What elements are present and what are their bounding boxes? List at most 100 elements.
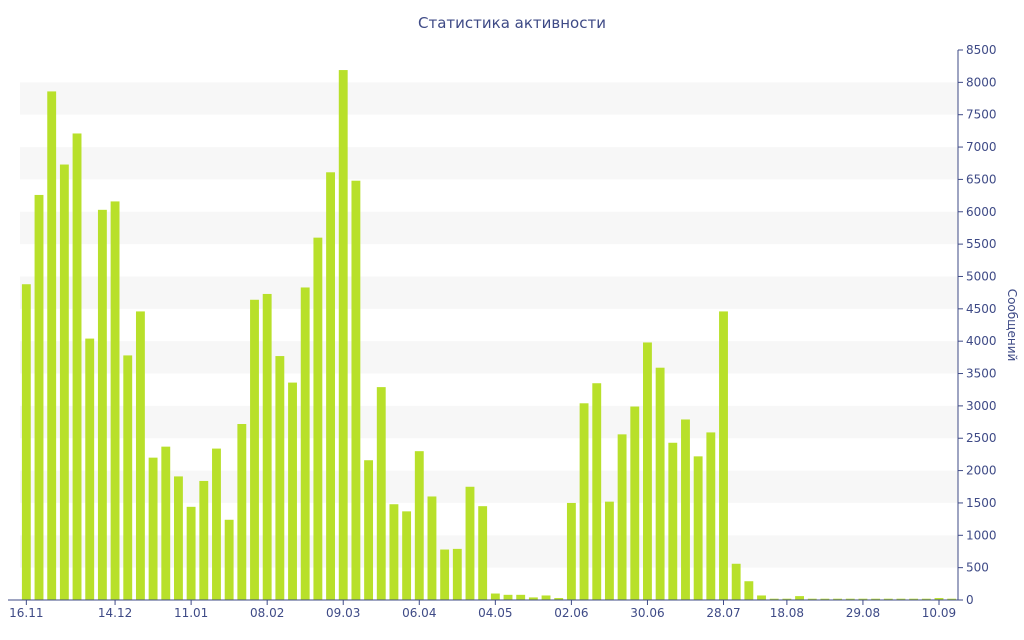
chart-title: Статистика активности	[418, 14, 606, 32]
y-tick-label: 1000	[966, 528, 997, 542]
bar	[59, 164, 69, 600]
bar	[541, 595, 551, 600]
bar	[351, 180, 361, 601]
bar	[516, 594, 526, 600]
grid-band	[20, 535, 958, 568]
bar	[490, 593, 500, 600]
bar	[921, 598, 931, 600]
bar	[250, 299, 259, 600]
y-tick-label: 6000	[966, 205, 997, 219]
grid-band	[20, 405, 958, 439]
y-tick-label: 2000	[966, 464, 997, 478]
y-tick-label: 8500	[966, 43, 997, 57]
bar	[402, 511, 412, 600]
bar	[909, 598, 919, 600]
y-tick-label: 0	[966, 593, 974, 607]
bar	[224, 519, 234, 600]
bar	[85, 338, 95, 600]
bar	[706, 432, 716, 600]
bar	[896, 598, 906, 600]
x-tick-label: 02.06	[554, 606, 588, 620]
bar	[123, 355, 133, 600]
bar	[833, 598, 843, 600]
x-tick-label: 29.08	[846, 606, 880, 620]
grid-band	[20, 276, 958, 309]
bar	[693, 456, 703, 600]
y-tick-label: 4500	[966, 302, 997, 316]
bar	[72, 133, 82, 600]
bar	[782, 598, 792, 600]
bar	[161, 446, 171, 600]
bar	[579, 403, 589, 600]
bar	[934, 598, 944, 600]
y-tick-label: 5000	[966, 269, 997, 283]
bar	[668, 442, 678, 600]
y-tick-label: 2500	[966, 431, 997, 445]
bar	[630, 406, 640, 600]
bar	[845, 598, 855, 600]
x-tick-label: 28.07	[706, 606, 740, 620]
bar	[326, 172, 335, 600]
bar	[719, 311, 728, 600]
bar	[858, 598, 868, 600]
bar	[135, 311, 145, 600]
y-tick-label: 5500	[966, 237, 997, 251]
bar	[440, 549, 450, 600]
bar	[478, 506, 488, 600]
bar	[288, 382, 297, 600]
bar	[566, 502, 576, 600]
bar	[452, 548, 462, 600]
bar	[34, 194, 44, 601]
bar	[97, 209, 107, 600]
bar	[465, 486, 475, 600]
bar	[528, 597, 538, 600]
bar	[769, 598, 779, 600]
x-axis: 16.11 14.12 11.01 08.02 09.03 06.04 04.05 02.06…	[8, 599, 958, 620]
x-tick-label: 08.02	[250, 606, 284, 620]
bar	[376, 387, 386, 600]
bar	[807, 598, 817, 600]
y-tick-label: 7500	[966, 108, 997, 122]
bar	[795, 596, 804, 600]
y-tick-label: 7000	[966, 140, 997, 154]
bar	[655, 367, 665, 600]
grid-bands	[20, 82, 958, 568]
bar	[757, 595, 766, 600]
x-tick-label: 09.03	[326, 606, 360, 620]
bar	[643, 342, 652, 600]
bar	[681, 419, 690, 600]
bar	[617, 434, 627, 600]
x-tick-label: 06.04	[402, 606, 436, 620]
y-axis: 0 500 1000 1500 2000 2500 3000 3500 4000 4500 5000…	[957, 43, 997, 607]
bar	[110, 201, 120, 601]
x-tick-label: 18.08	[770, 606, 804, 620]
y-tick-label: 4000	[966, 334, 997, 348]
bar	[338, 70, 348, 600]
bar	[262, 293, 272, 600]
bar	[883, 598, 893, 600]
grid-band	[20, 341, 958, 374]
bar	[199, 480, 209, 600]
bar	[148, 457, 158, 600]
bar	[503, 594, 513, 600]
grid-band	[20, 211, 958, 245]
y-axis-title: Сообщений	[1005, 289, 1019, 362]
bar	[592, 383, 602, 600]
grid-band	[20, 82, 958, 115]
bar	[731, 563, 741, 600]
bar	[212, 448, 221, 600]
y-tick-label: 8000	[966, 75, 997, 89]
y-tick-label: 3000	[966, 399, 997, 413]
bar	[604, 501, 614, 600]
bar	[186, 506, 196, 600]
bar	[47, 91, 57, 600]
grid-band	[20, 470, 958, 503]
bar	[871, 598, 881, 600]
bar	[21, 284, 31, 600]
bar-series	[21, 70, 957, 601]
bar	[820, 598, 830, 600]
x-tick-label: 14.12	[98, 606, 132, 620]
y-tick-label: 3500	[966, 367, 997, 381]
